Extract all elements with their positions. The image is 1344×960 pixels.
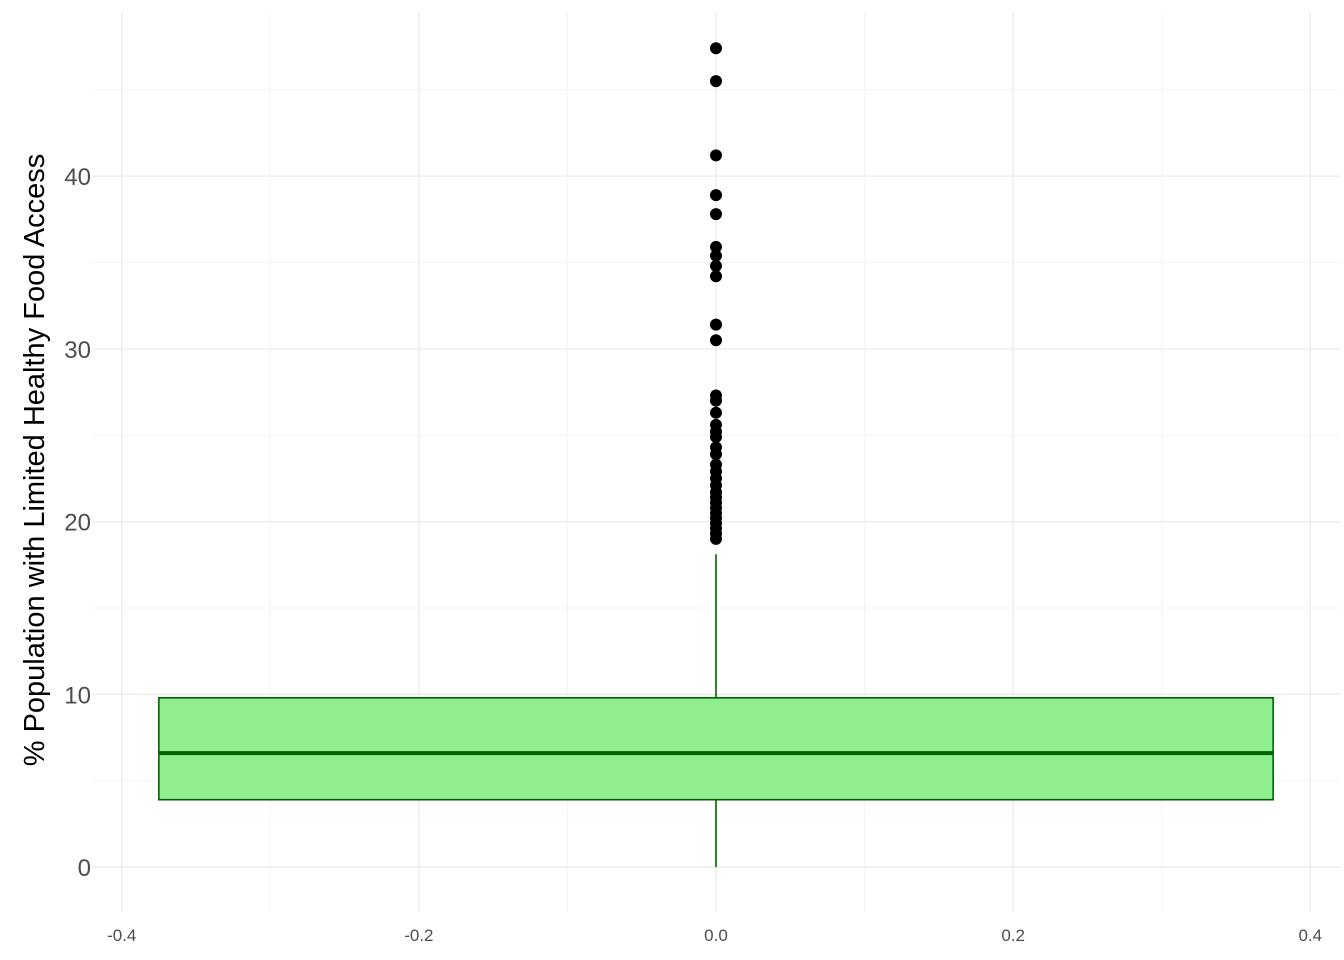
x-tick-label: 0.0	[704, 926, 728, 945]
outlier-point	[710, 441, 722, 454]
outlier-point	[710, 42, 722, 55]
outlier-points	[710, 42, 722, 545]
outlier-point	[710, 240, 722, 253]
outlier-point	[710, 249, 722, 262]
outlier-point	[710, 75, 722, 88]
y-tick-label: 40	[64, 164, 91, 191]
outlier-point	[710, 259, 722, 272]
outlier-point	[710, 334, 722, 347]
outlier-point	[710, 270, 722, 283]
box-plot	[158, 554, 1274, 868]
y-tick-label: 30	[64, 337, 91, 364]
y-axis-label: % Population with Limited Healthy Food A…	[19, 154, 51, 767]
y-tick-label: 0	[78, 855, 91, 882]
y-tick-label: 20	[64, 510, 91, 537]
y-axis-tick-labels: 0 10 20 30 40	[64, 164, 91, 882]
x-axis-tick-labels: -0.4 -0.2 0.0 0.2 0.4	[107, 926, 1322, 945]
outlier-point	[710, 406, 722, 419]
x-tick-label: -0.2	[404, 926, 433, 945]
outlier-point	[710, 149, 722, 162]
outlier-point	[710, 389, 722, 402]
x-tick-label: 0.2	[1001, 926, 1025, 945]
interquartile-box	[158, 696, 1274, 801]
outlier-point	[710, 458, 722, 471]
outlier-point	[710, 418, 722, 431]
x-tick-label: -0.4	[107, 926, 136, 945]
y-tick-label: 10	[64, 682, 91, 709]
x-tick-label: 0.4	[1298, 926, 1322, 945]
outlier-point	[710, 189, 722, 202]
outlier-point	[710, 318, 722, 331]
outlier-point	[710, 208, 722, 221]
